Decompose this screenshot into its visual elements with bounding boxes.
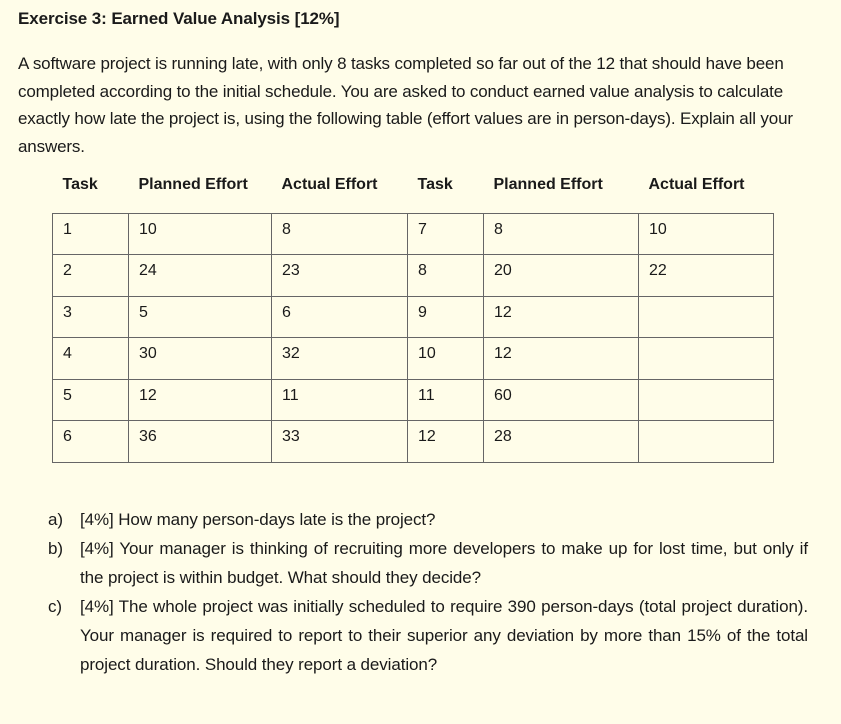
table-cell: 6 [271,295,408,338]
table-cell: 22 [638,254,774,297]
table-cell: 5 [128,295,272,338]
question-text: [4%] How many person-days late is the pr… [80,510,436,529]
table-cell: 36 [128,420,272,463]
table-cell: 60 [483,378,639,421]
table-cell: 12 [128,378,272,421]
table-cell: 5 [52,378,129,421]
question-b: b) [4%] Your manager is thinking of recr… [48,534,808,592]
effort-table: Task Planned Effort Actual Effort Task P… [52,169,774,463]
header-planned-effort: Planned Effort [483,169,639,214]
table-cell: 33 [271,420,408,463]
table-cell: 1 [52,212,129,255]
table-header-row: Task Planned Effort Actual Effort Task P… [52,169,774,214]
question-text: [4%] Your manager is thinking of recruit… [80,539,808,587]
question-list: a) [4%] How many person-days late is the… [48,505,808,679]
question-c: c) [4%] The whole project was initially … [48,592,808,679]
table-cell: 10 [638,212,774,255]
table-cell: 2 [52,254,129,297]
table-row: 1 10 8 7 8 10 [52,212,774,255]
table-cell: 12 [483,337,639,380]
table-cell: 10 [128,212,272,255]
table-cell: 8 [271,212,408,255]
table-row: 2 24 23 8 20 22 [52,254,774,297]
table-cell [638,337,774,380]
header-task: Task [52,169,129,214]
table-cell: 10 [407,337,484,380]
table-row: 4 30 32 10 12 [52,337,774,380]
question-a: a) [4%] How many person-days late is the… [48,505,808,534]
table-cell: 4 [52,337,129,380]
question-text: [4%] The whole project was initially sch… [80,597,808,674]
table-cell: 28 [483,420,639,463]
table-cell: 30 [128,337,272,380]
header-actual-effort: Actual Effort [638,169,774,214]
table-cell: 8 [407,254,484,297]
table-cell: 11 [271,378,408,421]
table-cell: 12 [407,420,484,463]
header-task: Task [407,169,484,214]
table-row: 5 12 11 11 60 [52,378,774,421]
table-cell: 8 [483,212,639,255]
header-planned-effort: Planned Effort [128,169,272,214]
table-cell: 3 [52,295,129,338]
table-cell: 11 [407,378,484,421]
table-cell: 23 [271,254,408,297]
table-cell: 9 [407,295,484,338]
table-cell: 24 [128,254,272,297]
question-label: c) [48,597,62,616]
table-row: 3 5 6 9 12 [52,295,774,338]
table-row: 6 36 33 12 28 [52,420,774,463]
table-cell [638,295,774,338]
question-label: a) [48,510,63,529]
table-cell: 7 [407,212,484,255]
table-cell [638,378,774,421]
intro-paragraph: A software project is running late, with… [18,54,793,156]
table-cell: 32 [271,337,408,380]
table-cell: 6 [52,420,129,463]
table-cell: 20 [483,254,639,297]
question-label: b) [48,539,63,558]
table-cell [638,420,774,463]
table-cell: 12 [483,295,639,338]
exercise-title: Exercise 3: Earned Value Analysis [12%] [18,9,340,28]
header-actual-effort: Actual Effort [271,169,408,214]
